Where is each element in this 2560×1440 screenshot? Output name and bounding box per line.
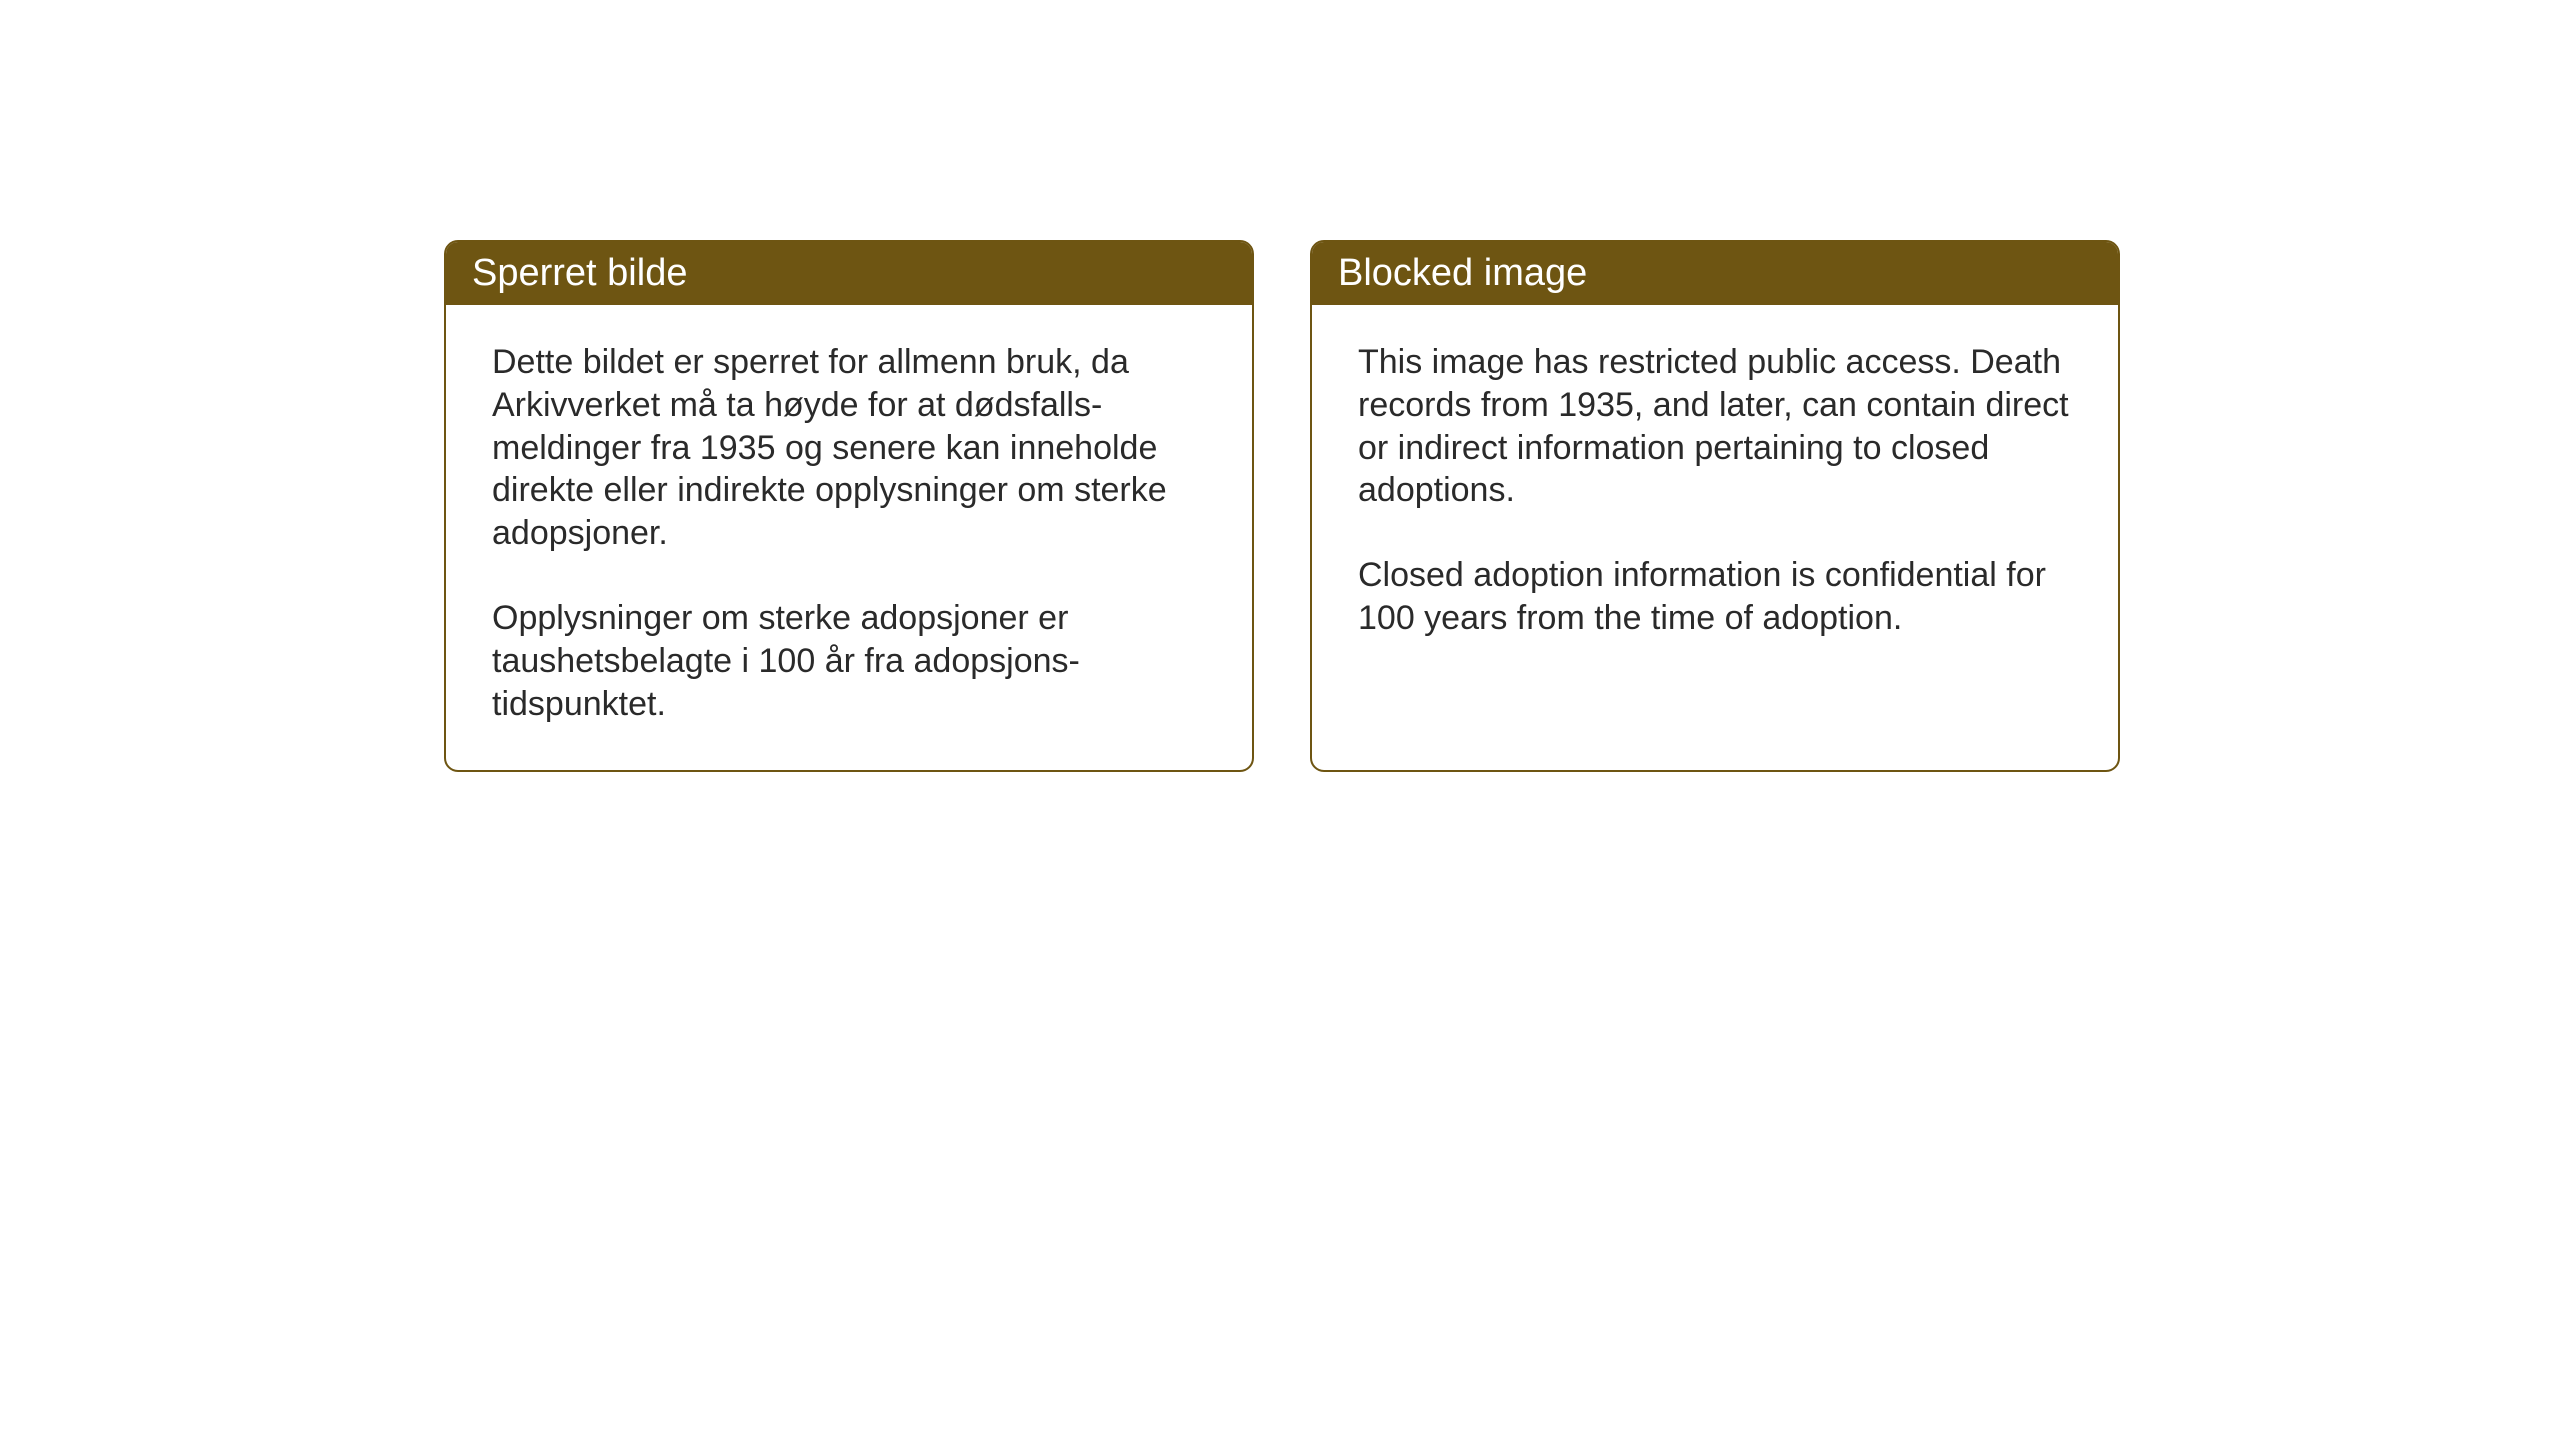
- card-body-english: This image has restricted public access.…: [1312, 305, 2118, 684]
- notice-card-norwegian: Sperret bilde Dette bildet er sperret fo…: [444, 240, 1254, 772]
- card-header-norwegian: Sperret bilde: [446, 242, 1252, 305]
- card-paragraph: Closed adoption information is confident…: [1358, 554, 2072, 640]
- card-body-norwegian: Dette bildet er sperret for allmenn bruk…: [446, 305, 1252, 770]
- notice-cards-container: Sperret bilde Dette bildet er sperret fo…: [444, 240, 2120, 772]
- notice-card-english: Blocked image This image has restricted …: [1310, 240, 2120, 772]
- card-title: Blocked image: [1338, 252, 1587, 294]
- card-paragraph: Dette bildet er sperret for allmenn bruk…: [492, 341, 1206, 555]
- card-header-english: Blocked image: [1312, 242, 2118, 305]
- card-paragraph: This image has restricted public access.…: [1358, 341, 2072, 512]
- card-paragraph: Opplysninger om sterke adopsjoner er tau…: [492, 597, 1206, 725]
- card-title: Sperret bilde: [472, 252, 687, 294]
